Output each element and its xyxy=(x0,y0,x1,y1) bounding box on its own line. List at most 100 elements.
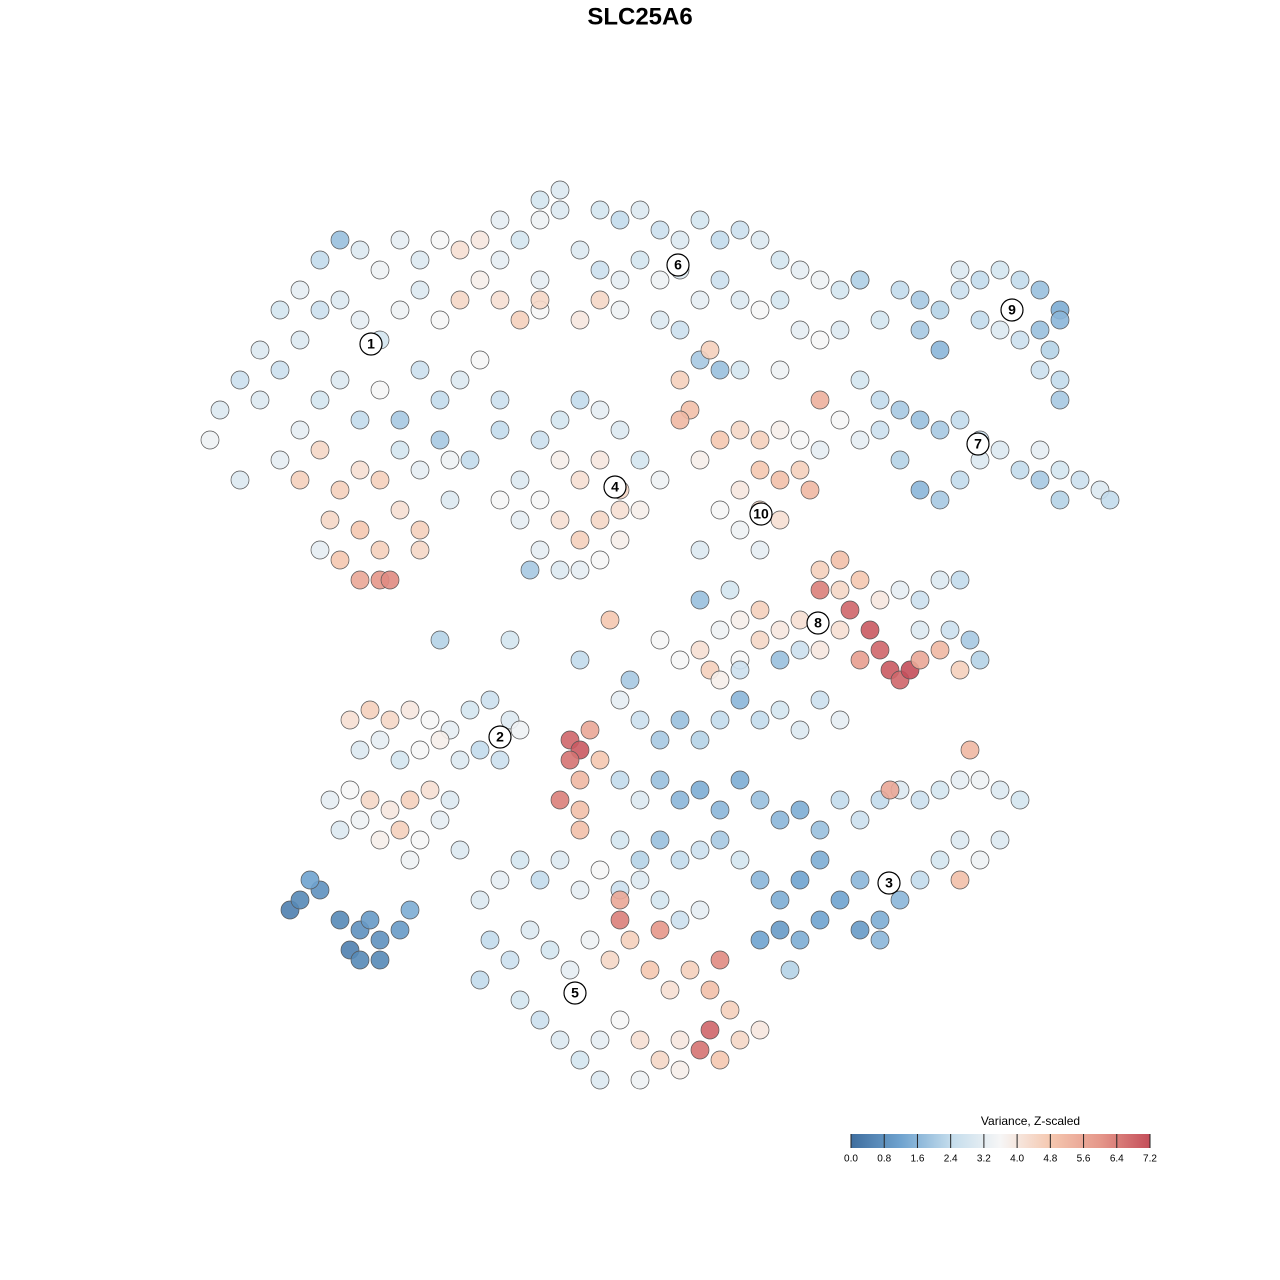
point xyxy=(560,750,580,770)
point xyxy=(590,200,610,220)
point xyxy=(690,590,710,610)
cluster-label: 1 xyxy=(367,336,375,352)
point xyxy=(430,430,450,450)
point xyxy=(930,850,950,870)
point xyxy=(370,540,390,560)
cluster-marker xyxy=(359,332,383,356)
point xyxy=(610,210,630,230)
point xyxy=(530,290,550,310)
point xyxy=(690,840,710,860)
point xyxy=(810,560,830,580)
point xyxy=(710,670,730,690)
point xyxy=(850,870,870,890)
legend-title: Variance, Z-scaled xyxy=(981,1114,1080,1128)
point xyxy=(600,950,620,970)
point xyxy=(330,370,350,390)
point xyxy=(690,540,710,560)
point xyxy=(490,750,510,770)
point xyxy=(320,790,340,810)
point xyxy=(890,580,910,600)
point xyxy=(500,630,520,650)
point xyxy=(620,930,640,950)
point xyxy=(970,770,990,790)
point xyxy=(410,280,430,300)
point xyxy=(590,1030,610,1050)
point xyxy=(530,490,550,510)
points xyxy=(200,180,1120,1090)
point xyxy=(490,870,510,890)
point xyxy=(810,580,830,600)
point xyxy=(1050,460,1070,480)
point xyxy=(1050,490,1070,510)
point xyxy=(650,310,670,330)
point xyxy=(730,420,750,440)
cluster-marker xyxy=(877,871,901,895)
point xyxy=(550,790,570,810)
point xyxy=(510,310,530,330)
point xyxy=(810,690,830,710)
point xyxy=(310,540,330,560)
point xyxy=(690,450,710,470)
point xyxy=(360,700,380,720)
point xyxy=(1030,360,1050,380)
point xyxy=(870,640,890,660)
point xyxy=(330,480,350,500)
point xyxy=(690,1040,710,1060)
point xyxy=(410,250,430,270)
point xyxy=(750,790,770,810)
point xyxy=(510,510,530,530)
point xyxy=(690,640,710,660)
point xyxy=(700,340,720,360)
point xyxy=(400,700,420,720)
point xyxy=(730,610,750,630)
point xyxy=(730,360,750,380)
point xyxy=(700,1020,720,1040)
point xyxy=(570,240,590,260)
point xyxy=(610,270,630,290)
point xyxy=(610,770,630,790)
point xyxy=(470,350,490,370)
cluster-marker xyxy=(488,725,512,749)
point xyxy=(1040,340,1060,360)
point xyxy=(390,500,410,520)
point xyxy=(950,660,970,680)
point xyxy=(630,870,650,890)
point xyxy=(620,670,640,690)
point xyxy=(470,970,490,990)
point xyxy=(710,230,730,250)
point xyxy=(610,420,630,440)
point xyxy=(250,390,270,410)
point xyxy=(810,270,830,290)
point xyxy=(710,830,730,850)
point xyxy=(720,580,740,600)
point xyxy=(350,740,370,760)
point xyxy=(450,370,470,390)
point xyxy=(390,300,410,320)
point xyxy=(650,830,670,850)
point xyxy=(670,910,690,930)
point xyxy=(630,1070,650,1090)
point xyxy=(580,720,600,740)
point xyxy=(370,950,390,970)
point xyxy=(950,830,970,850)
point xyxy=(420,780,440,800)
point xyxy=(950,260,970,280)
point xyxy=(910,320,930,340)
point xyxy=(360,790,380,810)
point xyxy=(710,500,730,520)
point xyxy=(570,390,590,410)
point xyxy=(830,580,850,600)
chart-title: SLC25A6 xyxy=(587,3,692,30)
point xyxy=(710,430,730,450)
point xyxy=(360,910,380,930)
point xyxy=(200,430,220,450)
point xyxy=(390,820,410,840)
point xyxy=(470,740,490,760)
point xyxy=(770,810,790,830)
point xyxy=(550,200,570,220)
point xyxy=(810,820,830,840)
point xyxy=(670,790,690,810)
point xyxy=(270,360,290,380)
point xyxy=(560,960,580,980)
point xyxy=(890,400,910,420)
